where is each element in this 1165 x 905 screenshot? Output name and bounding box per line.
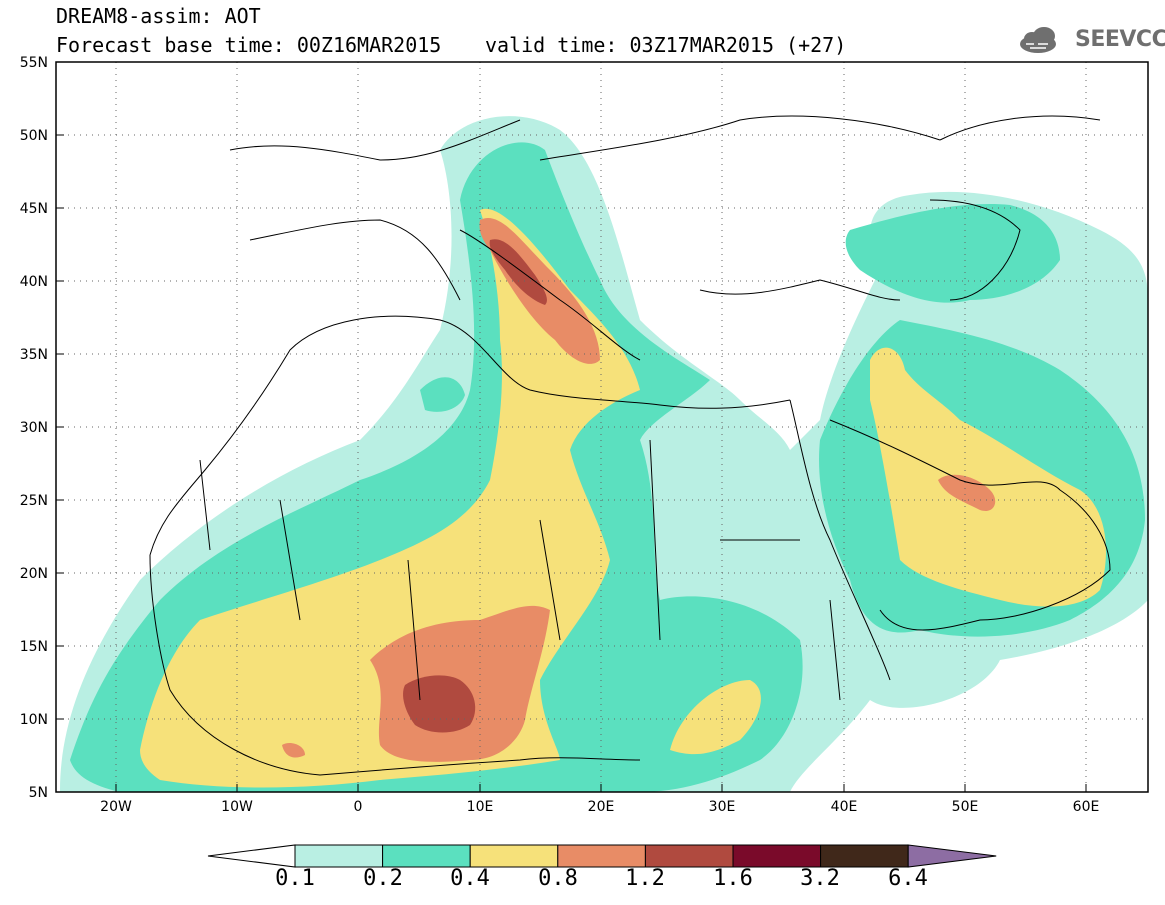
colorbar-swatch <box>469 844 559 868</box>
axis-ticks <box>56 61 1087 792</box>
colorbar <box>207 844 997 868</box>
colorbar-label: 3.2 <box>800 866 840 891</box>
lat-label: 5N <box>29 785 48 801</box>
colorbar-label: 1.2 <box>625 866 665 891</box>
lat-labels: 55N 50N 45N 40N 35N 30N 25N 20N 15N 10N … <box>20 55 48 801</box>
lon-label: 20W <box>100 799 132 815</box>
lon-label: 20E <box>588 799 615 815</box>
colorbar-under-arrow <box>207 844 296 868</box>
lon-label: 30E <box>709 799 736 815</box>
lat-label: 20N <box>20 566 48 582</box>
aot-level-1.2 <box>403 239 547 733</box>
colorbar-over-arrow <box>907 844 997 868</box>
lon-label: 60E <box>1073 799 1100 815</box>
colorbar-swatch <box>294 844 384 868</box>
colorbar-label: 0.8 <box>538 866 578 891</box>
colorbar-label: 0.4 <box>450 866 490 891</box>
colorbar-swatch <box>732 844 822 868</box>
lon-label: 40E <box>831 799 858 815</box>
aot-field <box>60 116 1148 792</box>
logo-text: SEEVCCC <box>1075 27 1165 52</box>
lat-label: 15N <box>20 639 48 655</box>
cloud-icon <box>1020 27 1056 53</box>
lat-label: 35N <box>20 347 48 363</box>
forecast-base-time: Forecast base time: 00Z16MAR2015 <box>56 33 442 57</box>
lat-label: 40N <box>20 274 48 290</box>
colorbar-label: 0.2 <box>363 866 403 891</box>
valid-time: valid time: 03Z17MAR2015 (+27) <box>485 33 847 57</box>
colorbar-swatch <box>820 844 909 868</box>
lat-label: 30N <box>20 420 48 436</box>
colorbar-label: 1.6 <box>713 866 753 891</box>
lat-label: 10N <box>20 712 48 728</box>
lat-label: 55N <box>20 55 48 71</box>
coastlines <box>149 115 1111 776</box>
lon-labels: 20W 10W 0 10E 20E 30E 40E 50E 60E <box>100 799 1099 815</box>
colorbar-swatch <box>382 844 471 868</box>
map-title: DREAM8-assim: AOT <box>56 4 261 28</box>
colorbar-swatch <box>644 844 734 868</box>
lon-label: 10E <box>467 799 494 815</box>
graticule <box>56 62 1148 792</box>
lon-label: 0 <box>354 799 363 815</box>
lat-label: 50N <box>20 128 48 144</box>
colorbar-label: 6.4 <box>888 866 928 891</box>
colorbar-label: 0.1 <box>275 866 315 891</box>
colorbar-swatch <box>557 844 646 868</box>
lat-label: 45N <box>20 201 48 217</box>
lon-label: 50E <box>952 799 979 815</box>
lat-label: 25N <box>20 493 48 509</box>
lon-label: 10W <box>221 799 253 815</box>
